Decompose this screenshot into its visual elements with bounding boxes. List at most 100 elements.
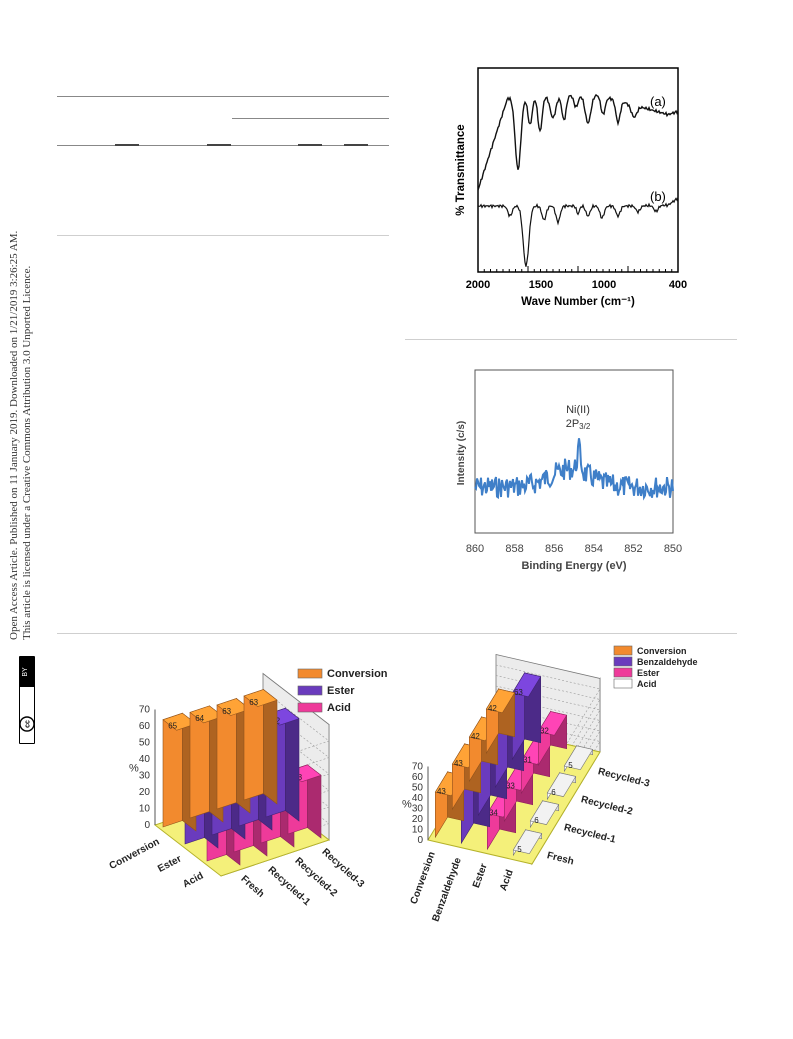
cc-by-text: BY — [22, 667, 29, 677]
figure-divider-full — [57, 633, 737, 634]
table-rule-mark-3 — [298, 144, 322, 146]
bar: 5 — [563, 744, 594, 773]
legend-label: Ester — [327, 685, 355, 697]
y-tick-label: 10 — [412, 825, 424, 836]
bar-top — [563, 745, 594, 771]
table-rule-mark-1 — [115, 144, 139, 146]
y-axis-label: % — [402, 798, 412, 810]
data-label: 32 — [540, 727, 549, 736]
ftir-figure: (a) (b) 2000 1500 1000 400 Wave Number (… — [455, 67, 687, 308]
table-rule-mark-4 — [344, 144, 368, 146]
category-label: Recycled-1 — [563, 822, 617, 846]
data-label: 63 — [222, 707, 231, 716]
bar-top — [511, 672, 542, 698]
row-label: Conversion — [108, 836, 162, 872]
legend-swatch — [613, 645, 633, 656]
xps-figure: Ni(II) 2P3/2 860 858 856 854 852 850 Bin… — [456, 369, 682, 572]
xps-tick-850: 850 — [664, 543, 682, 555]
y-tick-label: 40 — [412, 793, 424, 804]
legend-swatch — [613, 667, 633, 678]
y-tick-label: 20 — [139, 787, 151, 798]
legend-swatch — [297, 702, 323, 713]
row-label: Acid — [181, 870, 205, 890]
y-tick-label: 70 — [412, 762, 424, 773]
y-tick-label: 50 — [412, 783, 424, 794]
bar: 63 — [511, 671, 542, 761]
legend-swatch — [613, 656, 633, 667]
legend-label: Acid — [637, 679, 657, 689]
data-label: 34 — [489, 808, 498, 817]
legend-label: Conversion — [327, 668, 388, 680]
y-tick-label: 0 — [417, 835, 423, 846]
bar-chart-benzaldehyde: 010203040506070%566534333132616163634343… — [402, 645, 698, 923]
legend-label: Ester — [637, 668, 660, 678]
row-label: Conversion — [409, 850, 438, 905]
y-tick-label: 30 — [139, 771, 151, 782]
xps-peak-label-2: 2P3/2 — [566, 418, 591, 431]
xps-x-axis-label: Binding Energy (eV) — [521, 560, 626, 572]
data-label: 31 — [523, 756, 532, 765]
xps-peak-label-1: Ni(II) — [566, 404, 590, 416]
bar-top — [537, 711, 568, 736]
category-label: Recycled-3 — [597, 766, 651, 790]
row-label: Acid — [498, 868, 516, 892]
data-label: 63 — [249, 698, 258, 707]
bar: 6 — [529, 799, 560, 829]
category-label: Fresh — [238, 874, 266, 900]
y-tick-label: 40 — [139, 754, 151, 765]
bar-top — [529, 800, 560, 825]
row-label: Ester — [471, 862, 490, 889]
legend: Conversion Ester Acid — [297, 668, 388, 714]
cc-by-badge[interactable]: BY cc — [8, 656, 38, 746]
licence-sidebar: Open Access Article. Published on 11 Jan… — [0, 0, 48, 660]
y-tick-label: 20 — [412, 814, 424, 825]
data-label: 42 — [488, 704, 497, 713]
bar: 63 — [243, 688, 278, 805]
data-label: 5 — [517, 845, 522, 854]
ftir-tick-2000: 2000 — [466, 279, 490, 291]
licence-text: Open Access Article. Published on 11 Jan… — [8, 231, 34, 640]
ftir-curve-a — [477, 93, 679, 191]
table-rule-bottom — [57, 235, 389, 236]
bars: 5665343331326161636343434242 — [434, 671, 594, 857]
data-label: 33 — [506, 781, 515, 790]
data-label: 6 — [551, 788, 556, 797]
bar: 5 — [512, 828, 543, 857]
xps-tick-854: 854 — [585, 543, 603, 555]
data-label: 64 — [195, 714, 204, 723]
ftir-tick-400: 400 — [669, 279, 687, 291]
data-label: 65 — [168, 721, 177, 730]
licence-line-2: This article is licensed under a Creativ… — [21, 265, 33, 640]
bar: 6 — [546, 771, 577, 801]
xps-tick-852: 852 — [624, 543, 642, 555]
data-label: 63 — [514, 688, 523, 697]
bar-side — [263, 688, 278, 805]
legend-swatch — [297, 668, 323, 679]
ftir-tick-1000: 1000 — [592, 279, 616, 291]
ftir-label-a: (a) — [650, 94, 666, 109]
bar-side — [285, 707, 300, 822]
ftir-curve-b — [477, 197, 679, 267]
table-rule-mark-2 — [207, 144, 231, 146]
y-tick-label: 0 — [144, 820, 150, 831]
legend-swatch — [613, 678, 633, 689]
cc-by-block — [20, 657, 34, 687]
bar-top — [512, 829, 543, 855]
legend-label: Acid — [327, 702, 351, 714]
y-axis-label: % — [129, 762, 139, 774]
figure-divider-right — [405, 339, 737, 340]
legend-label: Benzaldehyde — [637, 657, 698, 667]
bar: 32 — [537, 710, 568, 767]
ftir-y-axis-label: % Transmittance — [455, 124, 467, 215]
bar: 42 — [485, 687, 516, 755]
xps-tick-860: 860 — [466, 543, 484, 555]
ftir-label-b: (b) — [650, 189, 666, 204]
legend-swatch — [297, 685, 323, 696]
y-tick-label: 10 — [139, 804, 151, 815]
data-label: 42 — [471, 732, 480, 741]
xps-y-axis-label: Intensity (c/s) — [456, 421, 467, 485]
y-tick-label: 60 — [139, 721, 151, 732]
legend-label: Conversion — [637, 646, 687, 656]
